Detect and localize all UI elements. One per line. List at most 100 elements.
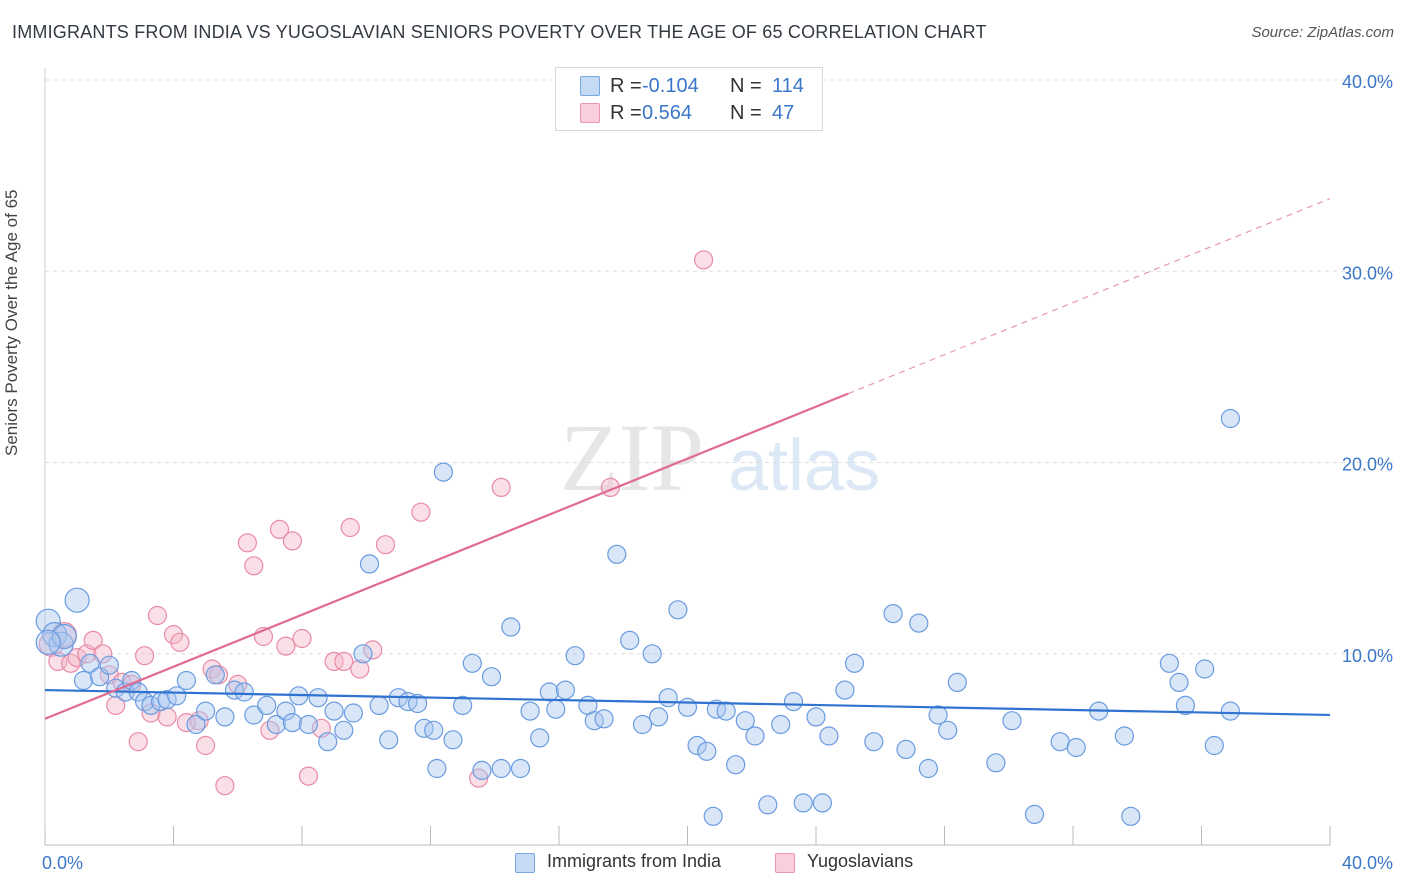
data-point (80, 653, 100, 673)
data-point (375, 535, 396, 555)
data-point (539, 682, 560, 702)
data-point (510, 758, 531, 779)
data-point (269, 519, 290, 540)
data-point (298, 766, 318, 786)
y-tick-label: 30.0% (1342, 263, 1393, 283)
data-point (234, 682, 254, 702)
legend-label-india: Immigrants from India (547, 851, 722, 871)
data-point (947, 672, 967, 693)
data-point (758, 795, 778, 815)
data-point (896, 739, 916, 760)
series-yugoslavians (38, 250, 714, 796)
data-point (35, 608, 61, 634)
data-point (427, 758, 447, 779)
data-point (189, 711, 209, 731)
data-point (106, 695, 126, 716)
data-point (501, 617, 521, 637)
data-point (565, 646, 585, 666)
data-point (414, 718, 434, 738)
data-point (369, 695, 389, 716)
data-point (186, 714, 206, 735)
data-point (163, 624, 184, 645)
data-point (135, 646, 155, 666)
data-point (1220, 408, 1241, 429)
data-point (433, 462, 453, 482)
trend-line-yugoslavians (44, 392, 849, 720)
data-point (324, 701, 344, 721)
data-point (1220, 701, 1241, 721)
data-point (520, 701, 540, 721)
data-point (819, 726, 839, 746)
data-point (1121, 806, 1141, 826)
legend-label-yugoslavians: Yugoslavians (807, 851, 914, 871)
data-point (292, 628, 312, 649)
correlation-legend: R = -0.104 N = 114 R = 0.564 N = 47 (555, 67, 823, 131)
data-point (343, 703, 363, 723)
data-point (350, 659, 370, 679)
data-point (340, 517, 360, 538)
data-point (844, 653, 865, 673)
data-point (469, 768, 489, 788)
data-point (1114, 726, 1135, 746)
data-point (1066, 737, 1086, 758)
legend-swatch-india (515, 853, 535, 873)
data-point (308, 688, 328, 708)
data-point (909, 613, 929, 633)
data-point (170, 632, 190, 652)
data-point (334, 720, 354, 740)
data-point (276, 636, 296, 656)
data-point (424, 720, 444, 740)
series-immigrants-from-india (35, 408, 1241, 826)
data-point (1159, 653, 1180, 673)
data-point (353, 644, 373, 664)
data-point (244, 556, 264, 576)
n-label: N = (730, 102, 762, 124)
data-point (771, 714, 791, 735)
data-point (266, 714, 286, 735)
data-point (93, 644, 113, 664)
data-point (697, 741, 717, 761)
data-point (411, 502, 431, 522)
data-point (215, 707, 235, 727)
data-point (276, 701, 296, 721)
y-axis-label: Seniors Poverty Over the Age of 65 (2, 189, 21, 456)
data-point (282, 712, 302, 733)
data-point (928, 705, 948, 725)
data-point (642, 644, 662, 664)
data-point (147, 605, 167, 626)
data-point (687, 735, 707, 756)
data-point (1050, 732, 1070, 752)
data-point (83, 630, 103, 651)
data-point (1024, 804, 1045, 825)
data-point (594, 709, 614, 729)
data-point (745, 726, 765, 746)
data-point (491, 758, 511, 779)
data-point (237, 533, 257, 553)
r-value: -0.104 (642, 75, 699, 97)
trend-line-india (44, 688, 1331, 717)
x-tick-label: 0.0% (42, 853, 83, 873)
data-point (196, 735, 216, 756)
n-value: 114 (772, 75, 804, 97)
n-value: 47 (772, 102, 795, 124)
trend-line-yugoslavians-extension (847, 198, 1331, 395)
data-point (1002, 711, 1022, 731)
r-value: 0.564 (642, 102, 693, 124)
legend-swatch-india (580, 76, 600, 96)
data-point (324, 651, 344, 672)
data-point (864, 732, 884, 752)
data-point (812, 793, 833, 813)
data-point (632, 714, 653, 735)
data-point (986, 753, 1006, 773)
data-point (462, 653, 482, 673)
data-point (408, 693, 428, 714)
y-tick-label: 10.0% (1342, 646, 1393, 666)
data-point (167, 686, 187, 706)
y-tick-label: 40.0% (1342, 72, 1393, 92)
legend-swatch-yugoslavians (580, 103, 600, 123)
n-label: N = (730, 75, 762, 97)
data-point (793, 793, 813, 813)
data-point (453, 695, 473, 716)
data-point (99, 655, 119, 675)
data-point (835, 680, 855, 700)
